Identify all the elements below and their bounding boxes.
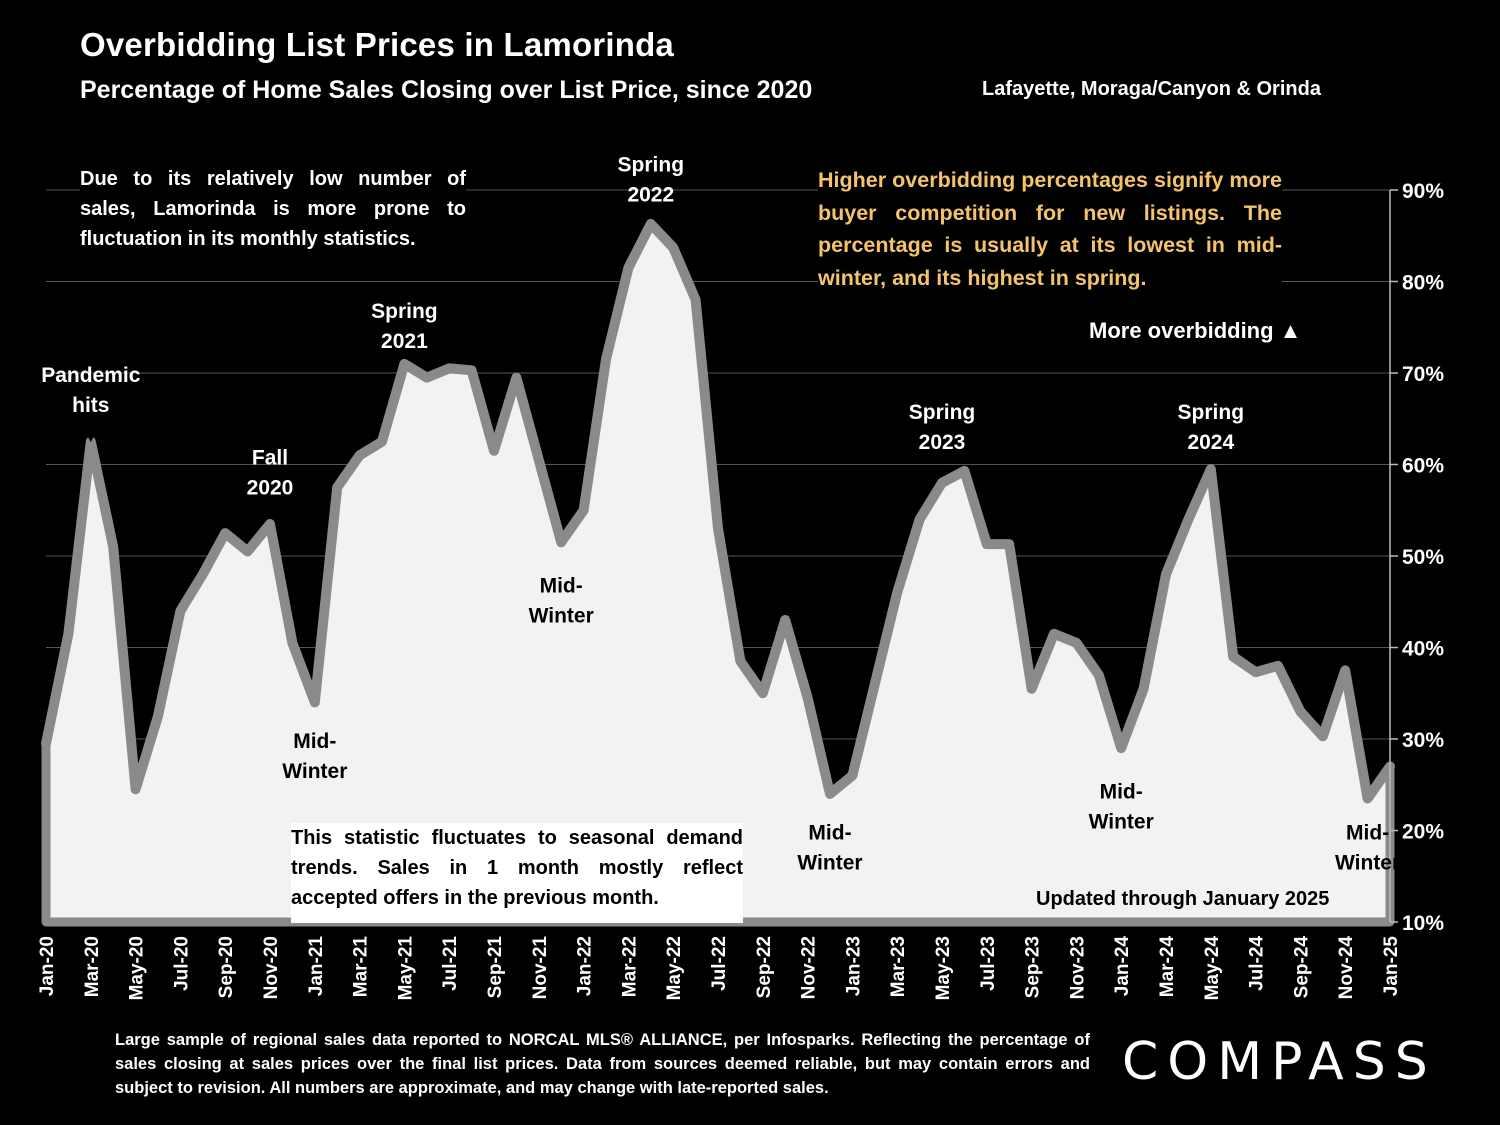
chart-title: Overbidding List Prices in Lamorinda <box>80 26 674 63</box>
chart-subtitle: Percentage of Home Sales Closing over Li… <box>80 76 813 104</box>
y-tick-label: 20% <box>1402 821 1444 844</box>
x-tick-label: May-23 <box>933 936 954 1000</box>
y-tick-label: 40% <box>1402 638 1444 661</box>
annotations: Pandemic hits ▼ Fall 2020 Mid- Winter Spring 202… <box>41 154 1400 875</box>
y-tick-label: 70% <box>1402 363 1444 386</box>
annotation-label: Winter <box>282 760 347 783</box>
y-tick-label: 60% <box>1402 455 1444 478</box>
annotation-label: Mid- <box>293 730 336 753</box>
x-tick-label: Jul-21 <box>440 936 461 991</box>
x-tick-label: Jan-20 <box>37 936 58 996</box>
x-tick-label: Jul-20 <box>171 936 192 991</box>
updated-label: Updated through January 2025 <box>1036 888 1330 910</box>
annotation-label: 2020 <box>247 477 294 500</box>
x-tick-label: Jan-21 <box>306 936 327 997</box>
note-fluctuation: Due to its relatively low number of sale… <box>80 164 466 254</box>
annotation-label: Mid- <box>1346 822 1389 845</box>
x-tick-label: Jan-22 <box>575 936 596 996</box>
annotation-label: Winter <box>1335 852 1400 875</box>
y-tick-label: 80% <box>1402 272 1444 295</box>
x-tick-label: May-20 <box>127 936 148 1000</box>
compass-logo: COMPASS <box>1122 1032 1437 1092</box>
x-tick-label: Jul-23 <box>978 936 999 991</box>
annotation-label: hits <box>72 394 109 417</box>
annotation-label: Mid- <box>808 822 851 845</box>
y-tick-label: 10% <box>1402 912 1444 935</box>
x-tick-label: Nov-23 <box>1067 936 1088 999</box>
x-tick-label: Jan-24 <box>1112 936 1133 997</box>
annotation-label: Spring <box>1178 401 1245 424</box>
y-tick-label: 30% <box>1402 729 1444 752</box>
annotation-label: Spring <box>618 154 685 177</box>
x-tick-label: Nov-20 <box>261 936 282 999</box>
annotation-label: Winter <box>529 605 594 628</box>
annotation-label: 2021 <box>381 330 428 353</box>
x-tick-label: May-22 <box>664 936 685 1000</box>
x-tick-label: May-24 <box>1202 936 1223 1001</box>
x-tick-label: Sep-22 <box>754 936 775 998</box>
annotation-label: Fall <box>252 447 288 470</box>
annotation-label: 2022 <box>627 184 674 207</box>
y-tick-label: 90% <box>1402 180 1444 203</box>
x-tick-label: Jan-23 <box>843 936 864 996</box>
annotation-label: Mid- <box>1100 780 1143 803</box>
annotation-label: Winter <box>1089 810 1154 833</box>
annotation-label: 2023 <box>919 431 966 454</box>
x-tick-label: Mar-23 <box>888 936 909 997</box>
x-tick-label: Nov-24 <box>1336 936 1357 1000</box>
x-tick-label: Jul-24 <box>1247 936 1268 991</box>
x-tick-label: May-21 <box>395 936 416 1001</box>
x-tick-label: Nov-22 <box>799 936 820 999</box>
x-tick-label: Mar-21 <box>351 936 372 998</box>
annotation-label: Winter <box>797 852 862 875</box>
source-footnote: Large sample of regional sales data repo… <box>115 1031 1090 1097</box>
annotation-label: Pandemic <box>41 364 141 387</box>
x-tick-label: Sep-20 <box>216 936 237 998</box>
x-tick-label: Sep-21 <box>485 936 506 999</box>
note-seasonal: This statistic fluctuates to seasonal de… <box>291 823 743 923</box>
x-tick-label: Jan-25 <box>1381 936 1402 997</box>
x-axis-labels: Jan-20 Mar-20 May-20 Jul-20 Sep-20 Nov-20 Jan-… <box>37 936 1402 1001</box>
x-tick-label: Mar-22 <box>619 936 640 997</box>
annotation-label: Spring <box>909 401 976 424</box>
annotation-label: Mid- <box>540 575 583 598</box>
annotation-label: ▼ <box>80 424 101 447</box>
region-label: Lafayette, Moraga/Canyon & Orinda <box>982 78 1321 100</box>
annotation-label: Spring <box>371 300 438 323</box>
x-tick-label: Sep-24 <box>1291 936 1312 999</box>
x-tick-label: Mar-20 <box>82 936 103 997</box>
note-overbidding-meaning: Higher overbidding percentages signify m… <box>818 164 1282 294</box>
area-series <box>41 218 1395 927</box>
x-tick-label: Nov-21 <box>530 936 551 1000</box>
annotation-label: 2024 <box>1187 431 1234 454</box>
y-tick-label: 50% <box>1402 546 1444 569</box>
x-tick-label: Mar-24 <box>1157 936 1178 998</box>
more-overbidding-label: More overbidding ▲ <box>1089 318 1302 343</box>
y-axis: 10% 20% 30% 40% 50% 60% 70% 80% 90% <box>1389 180 1444 935</box>
x-tick-label: Jul-22 <box>709 936 730 991</box>
x-tick-label: Sep-23 <box>1023 936 1044 998</box>
